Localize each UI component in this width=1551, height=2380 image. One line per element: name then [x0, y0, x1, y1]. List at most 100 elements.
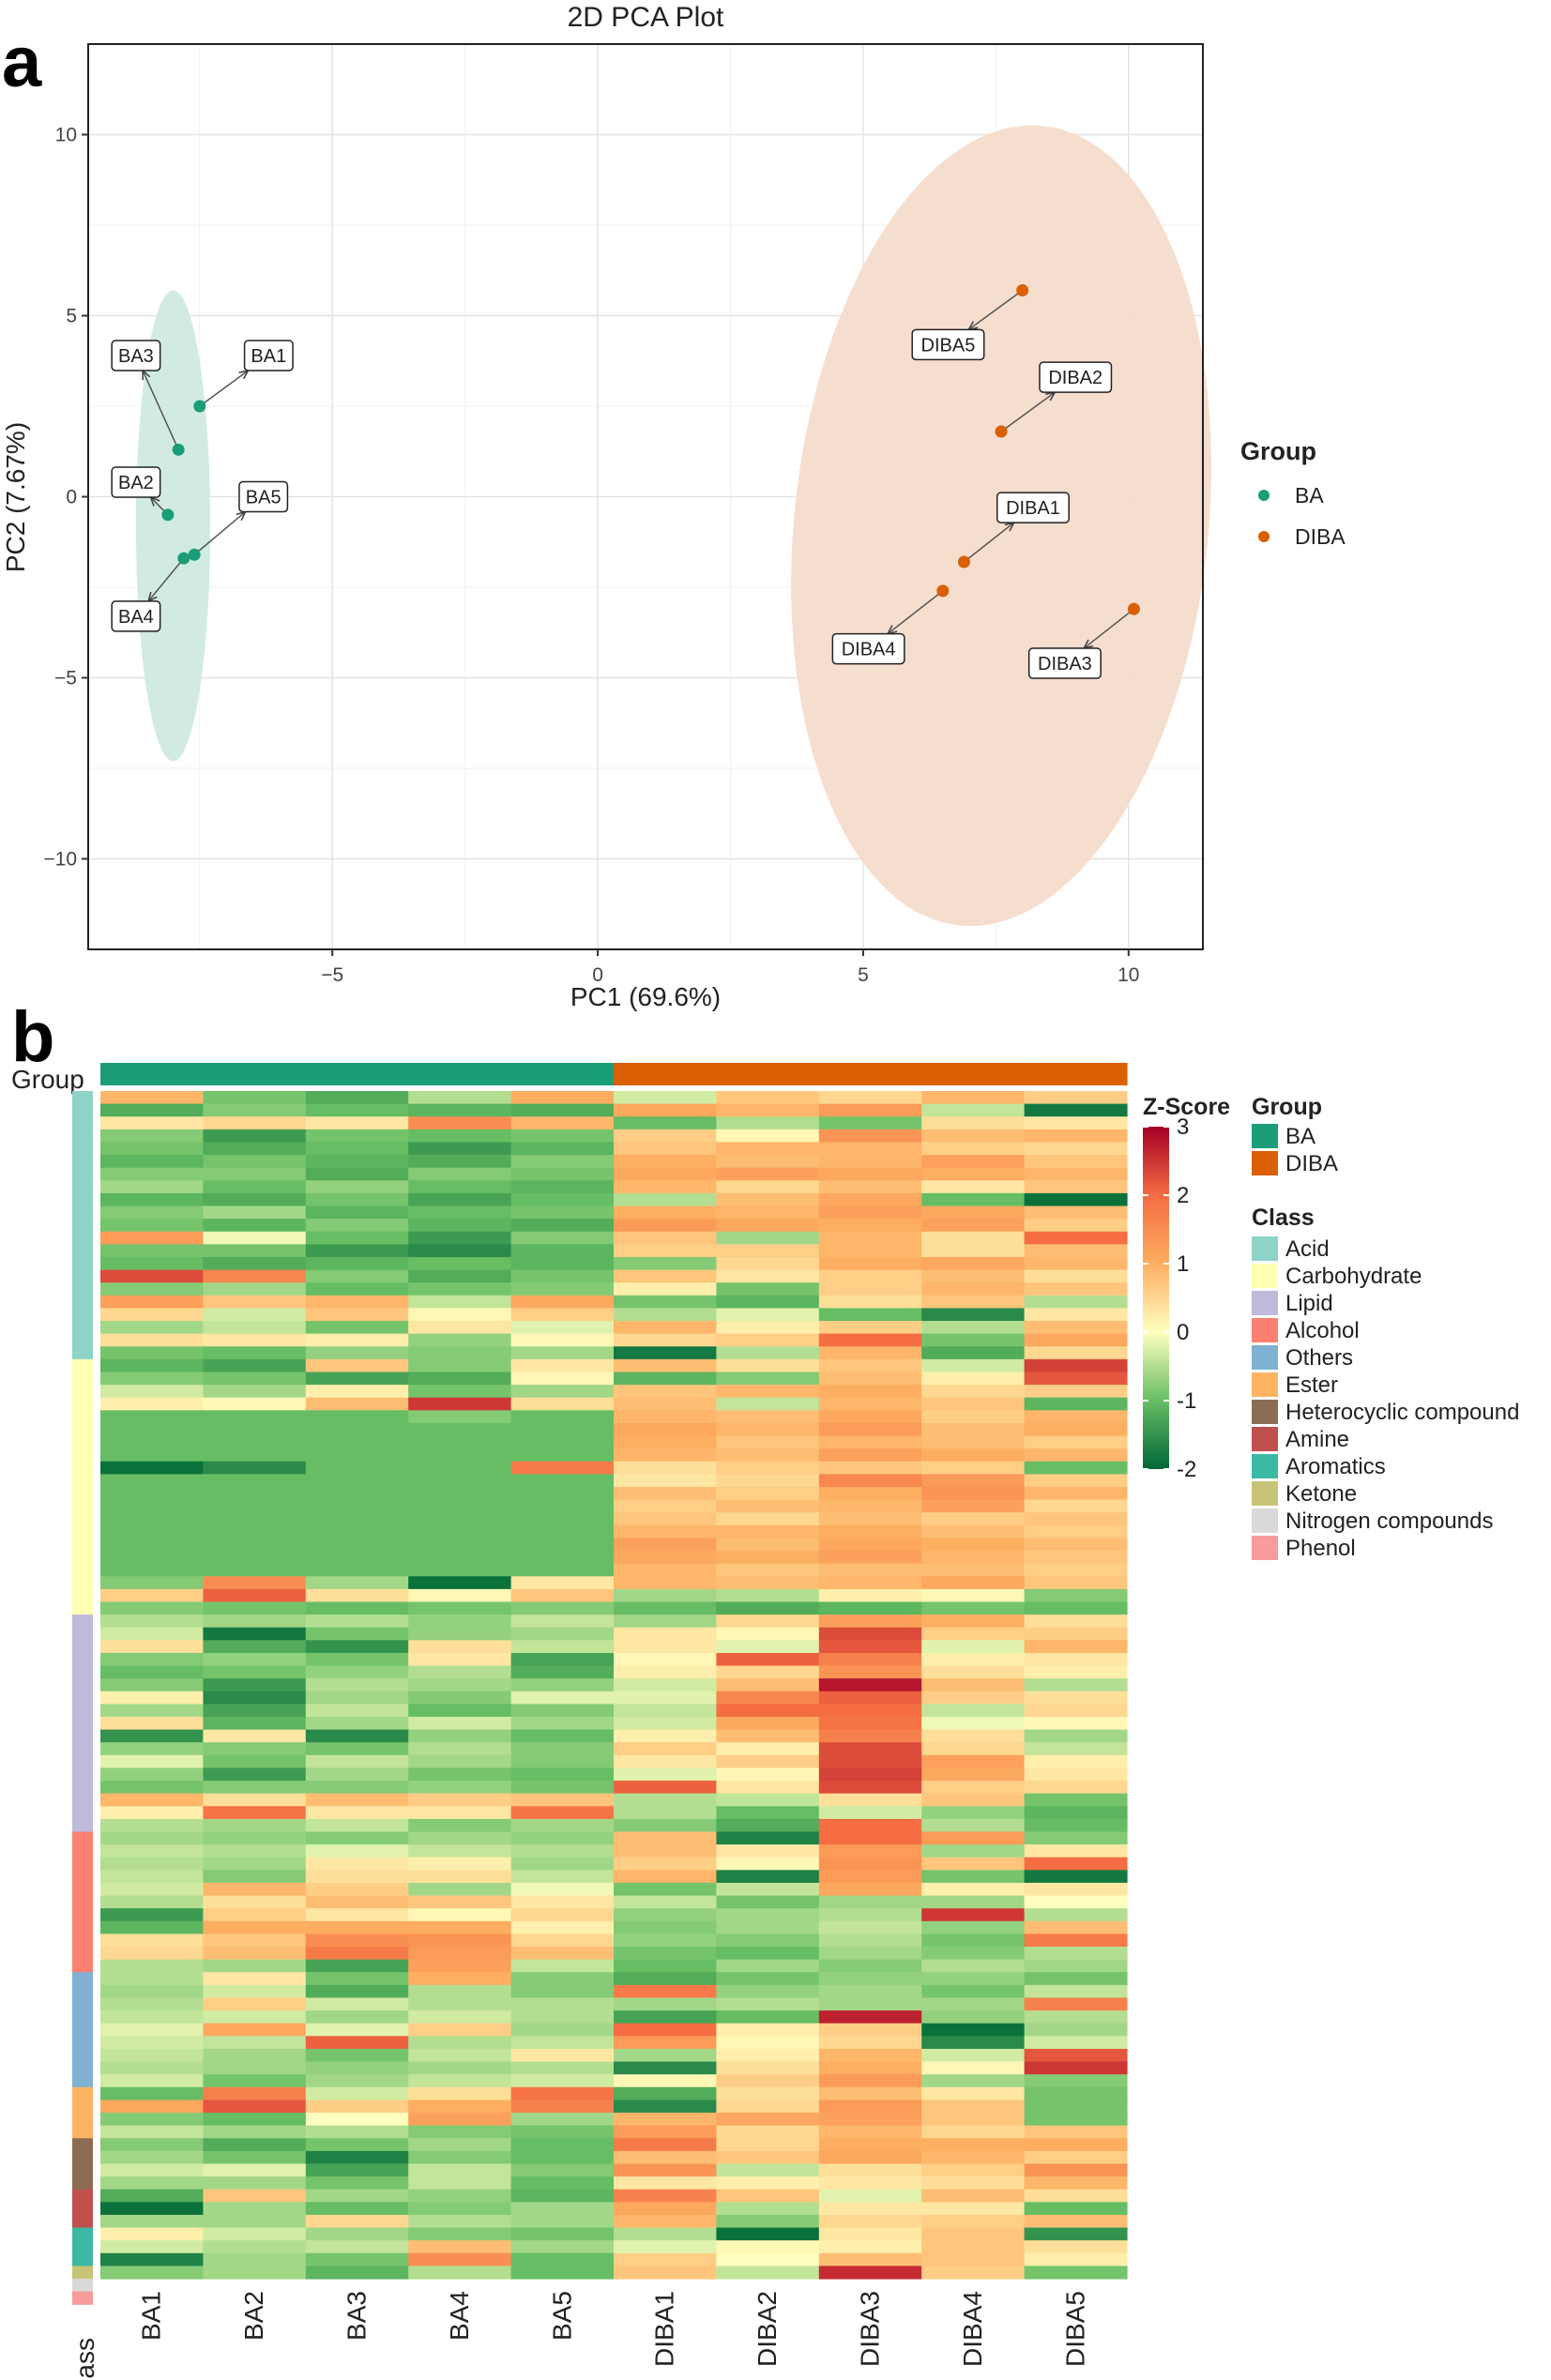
heatmap-cell — [203, 1984, 307, 1999]
heatmap-cell — [921, 1499, 1026, 1513]
pca-x-axis-label: PC1 (69.6%) — [570, 982, 721, 1011]
label-box-ba4 — [111, 600, 161, 632]
heatmap-cell — [614, 1690, 717, 1705]
heatmap-cell — [510, 1908, 615, 1922]
heatmap-cell — [818, 2252, 922, 2266]
heatmap-cell — [818, 1576, 922, 1590]
heatmap-cell — [818, 1295, 922, 1310]
heatmap-cell — [510, 1474, 615, 1488]
heatmap-cell — [203, 2023, 307, 2037]
heatmap-cell — [716, 1167, 820, 1181]
heatmap-cell — [203, 1870, 307, 1884]
heatmap-cell — [100, 1806, 204, 1820]
colorbar-tick-label: 3 — [1177, 1114, 1189, 1140]
column-label-diba5: DIBA5 — [1060, 2291, 1089, 2367]
label-box-ba5 — [238, 480, 289, 513]
heatmap-cell — [100, 2125, 204, 2139]
heatmap-cell — [510, 1461, 615, 1475]
heatmap-cell — [716, 1358, 820, 1373]
heatmap-cell — [305, 2048, 409, 2063]
heatmap-cell — [818, 1690, 922, 1705]
pca-x-tick-label: −5 — [321, 964, 343, 986]
heatmap-cell — [305, 1205, 409, 1220]
heatmap-cell — [1024, 2150, 1128, 2165]
colorbar-tick-label: 1 — [1177, 1251, 1189, 1277]
leader-line-ba3 — [143, 371, 179, 450]
heatmap-cell — [818, 1244, 922, 1258]
heatmap-cell — [203, 1563, 307, 1577]
class-legend-label-acid: Acid — [1285, 1236, 1330, 1262]
heatmap-cell — [921, 1588, 1026, 1603]
heatmap-cell — [614, 1142, 717, 1156]
heatmap-cell — [100, 1601, 204, 1615]
heatmap-cell — [305, 1308, 409, 1322]
heatmap-cell — [100, 1091, 204, 1105]
heatmap-cell — [305, 2266, 409, 2280]
heatmap-cell — [305, 1690, 409, 1705]
heatmap-cell — [305, 1524, 409, 1539]
heatmap-cell — [100, 1499, 204, 1513]
heatmap-cell — [100, 1551, 204, 1565]
heatmap-cell — [100, 2138, 204, 2152]
heatmap-cell — [716, 1908, 820, 1922]
column-label-diba2: DIBA2 — [753, 2291, 782, 2367]
heatmap-cell — [921, 2010, 1026, 2024]
group-bar-segment-ba — [100, 1063, 204, 1085]
heatmap-cell — [818, 1857, 922, 1871]
heatmap-cell — [921, 1205, 1026, 1220]
heatmap-cell — [818, 1385, 922, 1399]
heatmap-cell — [614, 1269, 717, 1283]
heatmap-cell — [305, 1920, 409, 1935]
heatmap-cell — [203, 1690, 307, 1705]
heatmap-cell — [510, 2010, 615, 2024]
label-text-ba5: BA5 — [246, 488, 281, 508]
heatmap-cell — [818, 1422, 922, 1437]
heatmap-cell — [1024, 1231, 1128, 1245]
heatmap-cell — [100, 1781, 204, 1795]
heatmap-cell — [305, 1933, 409, 1948]
leader-line-diba3 — [1084, 608, 1134, 648]
heatmap-cell — [510, 2023, 615, 2037]
heatmap-cell — [510, 2074, 615, 2088]
heatmap-cell — [305, 2113, 409, 2127]
heatmap-cell — [818, 1601, 922, 1615]
class-bar-segment-ketone — [72, 2266, 93, 2280]
heatmap-cell — [203, 1767, 307, 1781]
heatmap-cell — [1024, 1717, 1128, 1731]
heatmap-cell — [510, 1142, 615, 1156]
heatmap-cell — [510, 1422, 615, 1437]
heatmap-cell — [203, 1754, 307, 1769]
class-legend-swatch-carbohydrate — [1252, 1264, 1278, 1288]
heatmap-cell — [818, 1640, 922, 1654]
heatmap-cell — [614, 1857, 717, 1871]
heatmap-cell — [510, 1385, 615, 1399]
heatmap-cell — [921, 1883, 1026, 1897]
heatmap-cell — [100, 1410, 204, 1424]
heatmap-cell — [408, 2176, 512, 2191]
label-box-diba2 — [1039, 361, 1113, 393]
heatmap-cell — [921, 1346, 1026, 1360]
heatmap-cell — [716, 1601, 820, 1615]
heatmap-cell — [305, 2074, 409, 2088]
heatmap-cell — [716, 2125, 820, 2139]
heatmap-cell — [203, 1652, 307, 1667]
label-text-ba4: BA4 — [118, 607, 154, 628]
heatmap-cell — [100, 1844, 204, 1858]
heatmap-cell — [1024, 2113, 1128, 2127]
zscore-colorbar-ticks: 3 2 1 0 -1 -2 — [1143, 1114, 1196, 1482]
heatmap-cell — [408, 1908, 512, 1922]
heatmap-cell — [818, 1678, 922, 1692]
heatmap-cell — [100, 1690, 204, 1705]
heatmap-cell — [716, 1818, 820, 1833]
heatmap-cell — [818, 2176, 922, 2191]
heatmap-cell — [100, 1308, 204, 1322]
heatmap-cell — [305, 1576, 409, 1590]
heatmap-cell — [921, 1551, 1026, 1565]
heatmap-cell — [100, 1461, 204, 1475]
heatmap-cell — [305, 2086, 409, 2101]
heatmap-cell — [100, 1997, 204, 2011]
heatmap-cell — [408, 1920, 512, 1935]
panel-b-label: b — [11, 997, 54, 1077]
